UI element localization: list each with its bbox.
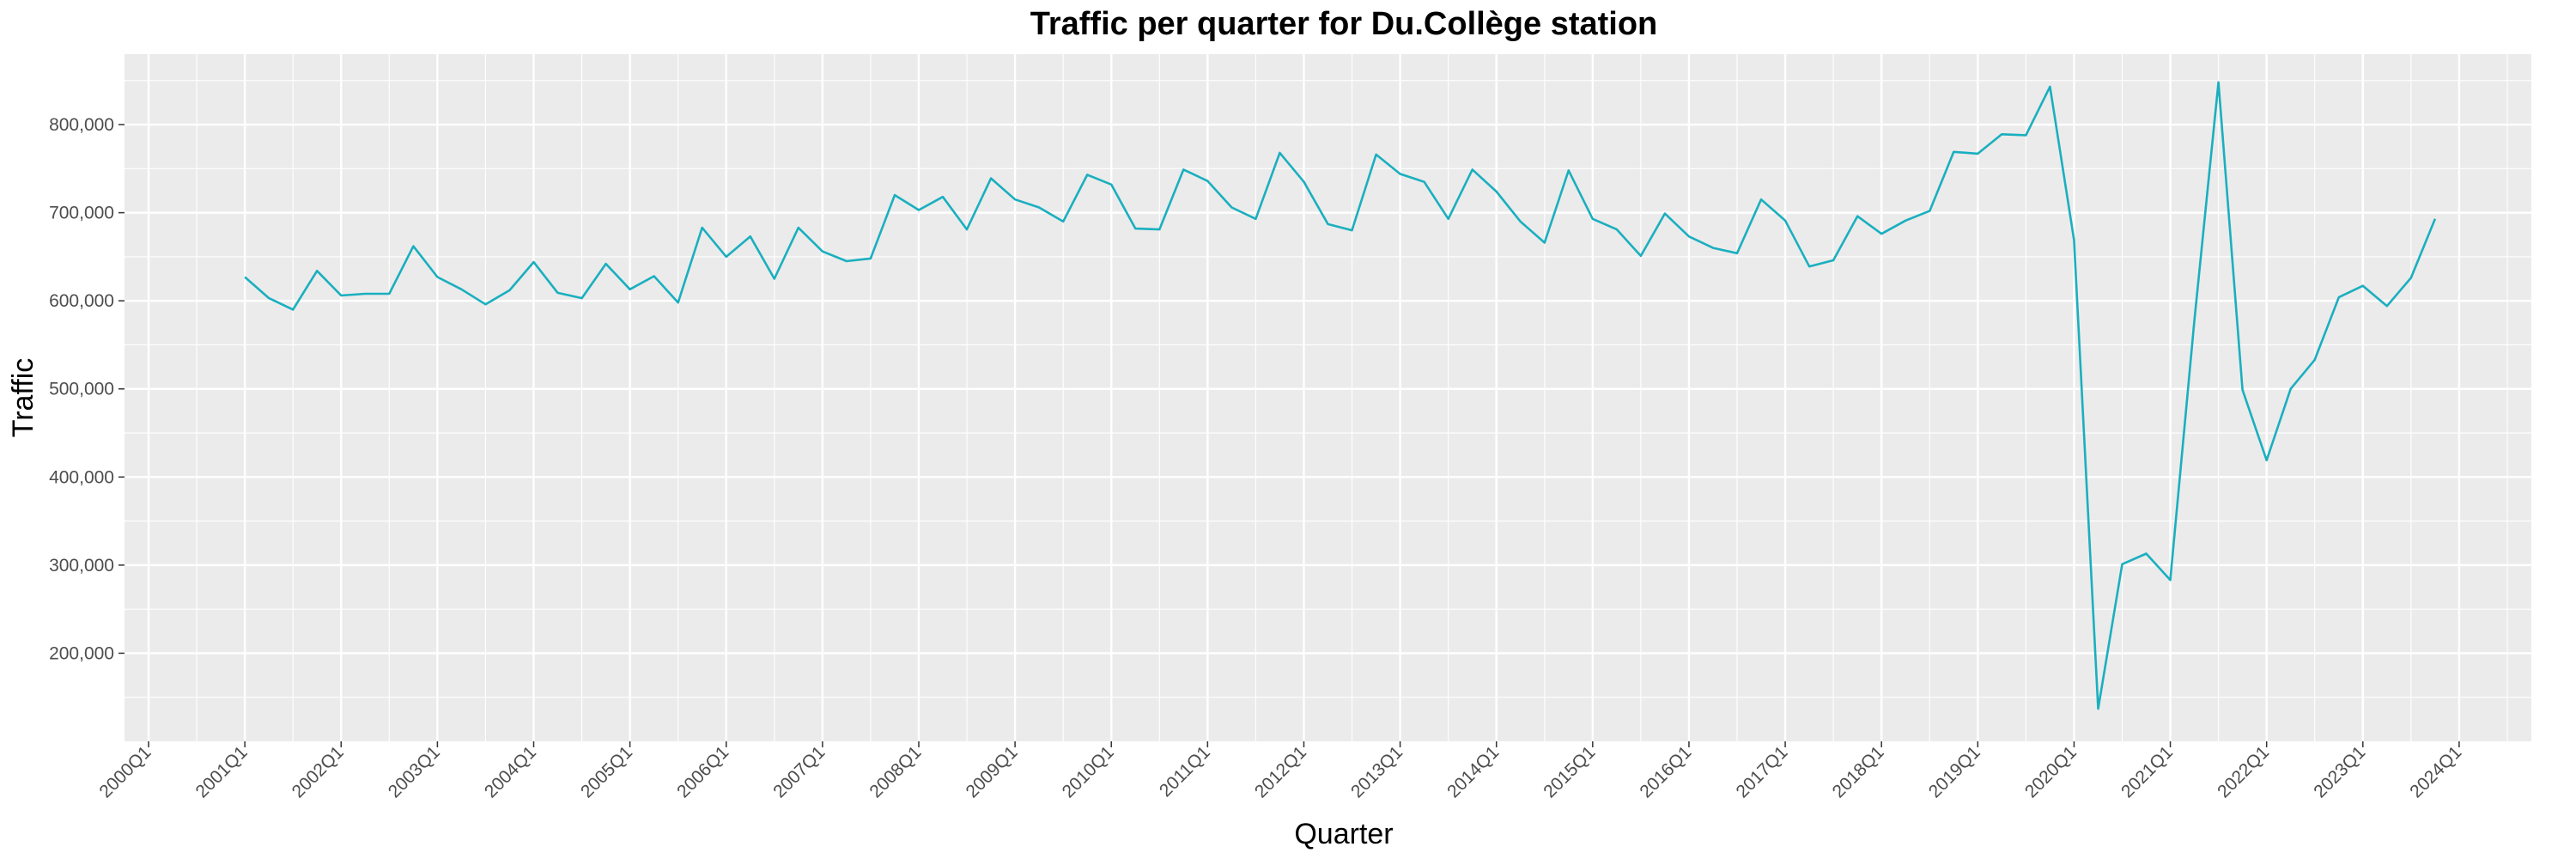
x-tick-label: 2016Q1	[1636, 742, 1695, 801]
x-tick-label: 2018Q1	[1829, 742, 1888, 801]
series-group	[244, 81, 2437, 710]
x-tick-label: 2003Q1	[385, 742, 444, 801]
x-tick-label: 2010Q1	[1059, 742, 1118, 801]
x-tick-label: 2024Q1	[2406, 742, 2465, 801]
x-tick-label: 2020Q1	[2021, 742, 2081, 801]
x-tick-label: 2008Q1	[866, 742, 925, 801]
y-axis-title: Traffic	[7, 358, 39, 438]
x-tick-label: 2001Q1	[192, 742, 252, 801]
x-tick-label: 2011Q1	[1156, 742, 1214, 801]
x-tick-label: 2019Q1	[1925, 742, 1984, 801]
x-axis-title: Quarter	[1294, 818, 1393, 850]
y-tick-label: 600,000	[49, 291, 114, 311]
y-tick-label: 300,000	[49, 556, 114, 576]
x-tick-label: 2012Q1	[1251, 742, 1310, 801]
x-tick-label: 2006Q1	[673, 742, 732, 801]
series-line	[244, 81, 2437, 710]
x-tick-label: 2014Q1	[1443, 742, 1503, 801]
x-tick-label: 2023Q1	[2310, 742, 2369, 801]
x-tick-label: 2013Q1	[1347, 742, 1406, 801]
y-tick-label: 800,000	[49, 115, 114, 135]
major-gridlines	[125, 54, 2531, 741]
y-tick-label: 700,000	[49, 204, 114, 223]
y-tick-label: 400,000	[49, 467, 114, 487]
x-tick-label: 2009Q1	[963, 742, 1022, 801]
x-tick-label: 2002Q1	[289, 742, 348, 801]
x-tick-label: 2022Q1	[2214, 742, 2273, 801]
chart-title: Traffic per quarter for Du.Collège stati…	[1030, 6, 1658, 42]
x-tick-label: 2015Q1	[1540, 742, 1599, 801]
minor-gridlines	[125, 54, 2531, 741]
x-tick-label: 2017Q1	[1732, 742, 1791, 801]
x-tick-label: 2021Q1	[2117, 742, 2177, 801]
x-tick-label: 2000Q1	[95, 742, 155, 801]
x-tick-label: 2007Q1	[769, 742, 829, 801]
y-tick-label: 200,000	[49, 643, 114, 663]
y-axis: 200,000 300,000 400,000 500,000 600,000 700,0…	[49, 115, 125, 663]
y-tick-label: 500,000	[49, 380, 114, 399]
x-tick-label: 2005Q1	[577, 742, 636, 801]
x-axis: 2000Q1 2001Q1 2002Q1 2003Q1 2004Q1 2005Q1 2006…	[95, 741, 2465, 801]
x-tick-label: 2004Q1	[481, 742, 540, 801]
